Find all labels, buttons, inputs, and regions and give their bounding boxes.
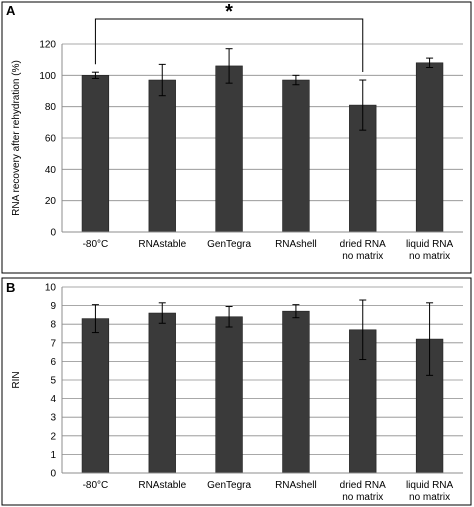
panel-b: B 0 1 2 3 4 5 6 7 8 9 10 RIN -80°C RNAstable GenTegra RN… — [1, 277, 472, 506]
x-tick-label-line: RNAstable — [138, 239, 186, 250]
x-tick-label-line: no matrix — [409, 492, 450, 503]
x-tick-label: GenTegra — [207, 480, 251, 491]
x-tick-label-line: -80°C — [83, 239, 109, 250]
x-tick-label-line: dried RNA — [340, 239, 386, 250]
x-tick-label: RNAstable — [138, 480, 186, 491]
x-tick-label-line: RNAstable — [138, 480, 186, 491]
y-tick-label: 20 — [45, 196, 57, 207]
x-tick-label-line: liquid RNA — [406, 480, 454, 491]
y-tick-label: 40 — [45, 165, 57, 176]
x-tick-label: liquid RNA no matrix — [406, 239, 454, 262]
bar — [148, 312, 176, 474]
x-tick-label: liquid RNA no matrix — [406, 480, 454, 503]
y-tick-label: 3 — [50, 413, 56, 424]
y-tick-label: 1 — [50, 450, 56, 461]
x-tick-label-line: liquid RNA — [406, 239, 454, 250]
significance-marker: * — [225, 1, 233, 23]
y-tick-label: 6 — [50, 357, 56, 368]
x-tick-label: RNAshell — [275, 239, 317, 250]
bar — [81, 75, 110, 233]
y-tick-label: 100 — [39, 71, 56, 82]
x-tick-label-line: RNAshell — [275, 480, 317, 491]
y-tick-label: 120 — [39, 40, 56, 51]
bar — [215, 316, 243, 474]
bar — [282, 79, 310, 233]
y-tick-label: 80 — [45, 102, 57, 113]
x-tick-label-line: GenTegra — [207, 480, 251, 491]
y-tick-label: 0 — [50, 469, 56, 480]
y-tick-label: 2 — [50, 431, 56, 442]
panel-label: A — [6, 3, 16, 18]
bar — [215, 65, 243, 233]
x-tick-label: dried RNA no matrix — [340, 239, 386, 262]
x-tick-label: GenTegra — [207, 239, 251, 250]
bar — [282, 310, 310, 474]
x-tick-label-line: no matrix — [342, 492, 383, 503]
x-tick-label: -80°C — [83, 239, 109, 250]
y-tick-label: 60 — [45, 134, 57, 145]
y-tick-label: 7 — [50, 338, 56, 349]
y-axis-label: RNA recovery after rehydration (%) — [11, 60, 22, 216]
y-axis-label: RIN — [11, 371, 22, 388]
panel-label: B — [6, 280, 15, 295]
x-tick-label-line: dried RNA — [340, 480, 386, 491]
panel-frame — [1, 1, 472, 274]
y-tick-label: 4 — [50, 394, 56, 405]
x-tick-label: dried RNA no matrix — [340, 480, 386, 503]
x-tick-label: RNAshell — [275, 480, 317, 491]
y-tick-label: 9 — [50, 301, 56, 312]
panel-frame — [1, 277, 472, 506]
y-tick-label: 10 — [45, 283, 57, 294]
y-tick-label: 5 — [50, 376, 56, 387]
x-tick-label-line: no matrix — [409, 251, 450, 262]
x-tick-label: -80°C — [83, 480, 109, 491]
x-tick-label-line: no matrix — [342, 251, 383, 262]
bar — [81, 318, 110, 474]
x-tick-label-line: -80°C — [83, 480, 109, 491]
x-tick-label-line: GenTegra — [207, 239, 251, 250]
y-tick-label: 8 — [50, 320, 56, 331]
bar — [415, 62, 444, 233]
y-tick-label: 0 — [50, 228, 56, 239]
bar — [148, 79, 176, 233]
x-tick-label-line: RNAshell — [275, 239, 317, 250]
x-tick-label: RNAstable — [138, 239, 186, 250]
panel-a: A 0 20 40 60 80 100 120 RNA recovery after rehyd… — [1, 1, 472, 274]
significance-bracket — [94, 18, 364, 73]
